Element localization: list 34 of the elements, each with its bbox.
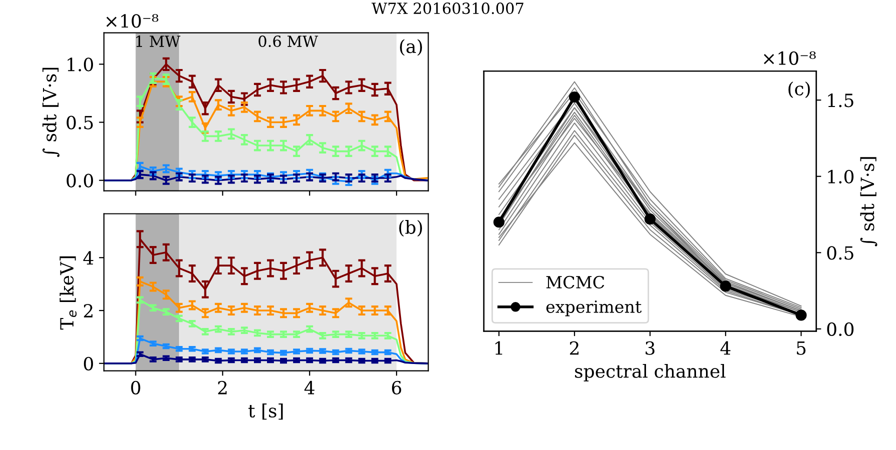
- x-tick-label: 5: [796, 341, 806, 355]
- band-label: 1 MW: [136, 35, 180, 47]
- chart-title: W7X 20160310.007: [372, 2, 524, 14]
- x-tick-label: 4: [304, 380, 314, 394]
- x-axis-title: spectral channel: [575, 364, 726, 382]
- legend-label: experiment: [546, 300, 642, 316]
- y2-tick-label: 0.5: [827, 246, 854, 260]
- x-tick-label: 4: [720, 341, 730, 355]
- y-axis-title: T$_{e}$ [keV]: [60, 256, 77, 330]
- y-tick-label: 2: [84, 304, 92, 318]
- y-axis-title: ∫ sdt [V·s]: [42, 68, 60, 157]
- text: ×10⁻⁸: [106, 14, 158, 28]
- y-tick-label: 1.0: [68, 58, 94, 72]
- y-tick-label: 4: [83, 251, 94, 264]
- x-tick-label: 1: [495, 341, 502, 355]
- y-tick-label: 0.0: [66, 174, 94, 188]
- y-tick-label: 0.5: [66, 116, 93, 130]
- y2-tick-label: 1.0: [828, 170, 854, 184]
- text: ×10⁻⁸: [764, 51, 816, 65]
- band-label: 0.6 MW: [258, 35, 318, 48]
- annotation: (c): [788, 82, 810, 98]
- y2-axis-title: ∫ sdt [V·s]: [860, 157, 878, 246]
- y2-tick-label: 1.5: [828, 94, 854, 108]
- legend-label: MCMC: [546, 276, 604, 289]
- x-axis-title: t [s]: [248, 404, 283, 420]
- annotation: (b): [399, 220, 422, 237]
- x-tick-label: 2: [218, 380, 227, 394]
- x-tick-label: 0: [131, 380, 140, 394]
- y2-tick-label: 0.0: [827, 322, 854, 336]
- x-tick-label: 3: [646, 341, 654, 355]
- x-tick-label: 6: [392, 380, 402, 394]
- annotation: (a): [400, 39, 422, 56]
- x-tick-label: 2: [570, 341, 578, 355]
- y-tick-label: 0: [84, 356, 94, 371]
